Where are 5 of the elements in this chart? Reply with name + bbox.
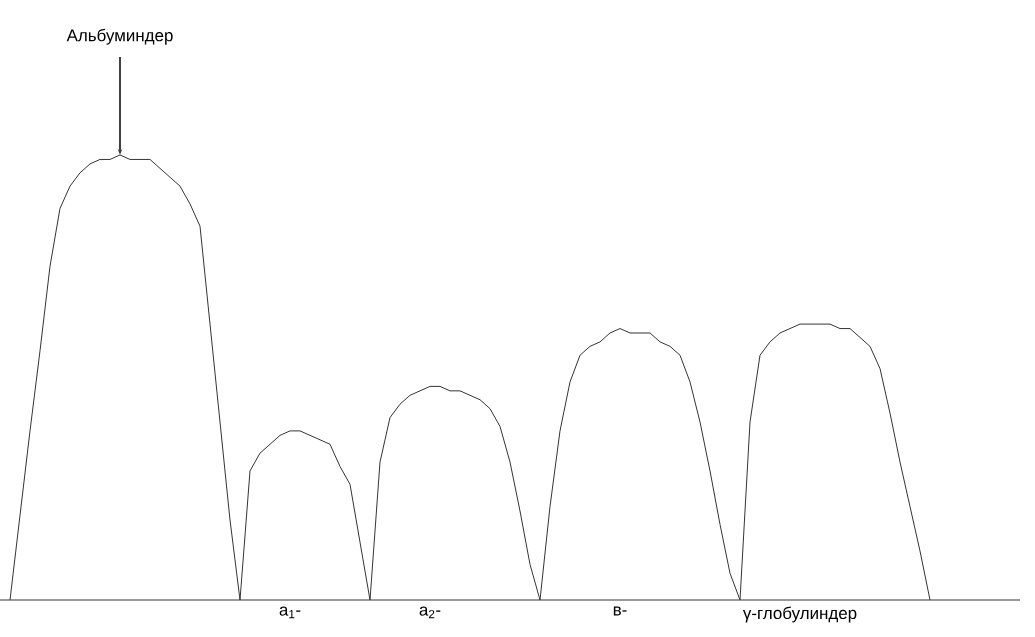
text: γ-глобулиндер <box>742 606 857 623</box>
text: a$_{2}$- <box>419 606 441 619</box>
text: a$_{1}$- <box>279 606 301 619</box>
text: в- <box>613 606 627 616</box>
text: Альбуминдер <box>66 28 173 45</box>
